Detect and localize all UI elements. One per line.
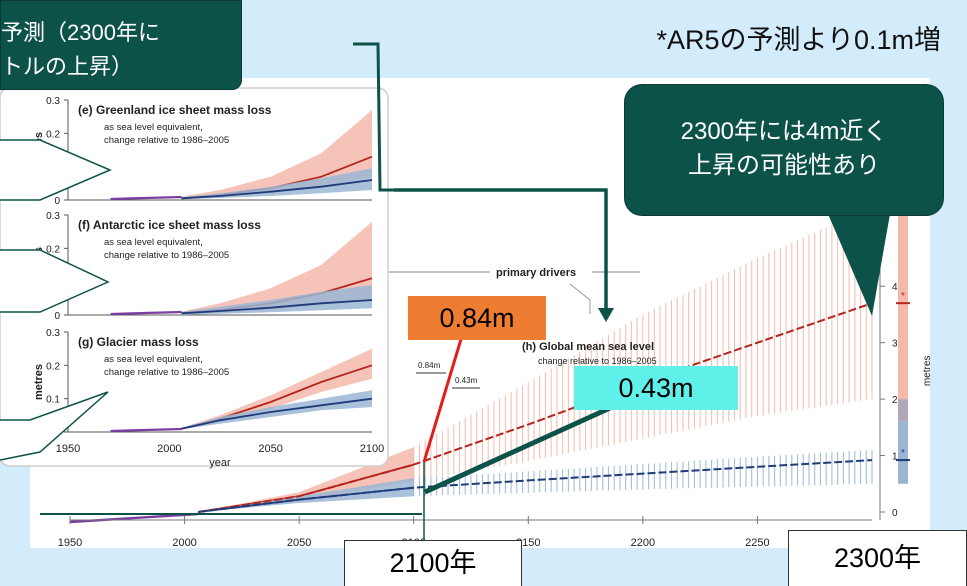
y-tick-label: 0.3 (46, 328, 60, 339)
bracket-label-low: 0.43m (455, 376, 478, 385)
y-tick-label: 0.2 (46, 129, 60, 140)
right-callout: 2300年には4m近く 上昇の可能性あり (624, 84, 944, 216)
panel-subtitle: change relative to 1986–2005 (104, 135, 229, 146)
top-callout: 予測（2300年に トルの上昇） (0, 0, 242, 90)
panel-subtitle: as sea level equivalent, (104, 122, 203, 133)
panel-subtitle: as sea level equivalent, (104, 237, 203, 248)
x-tick-label: 2100 (360, 443, 384, 455)
x-tick-label: 2200 (631, 537, 655, 549)
panel-title: (h) Global mean sea level (522, 341, 654, 353)
panel-subtitle: change relative to 1986–2005 (104, 250, 229, 261)
top-callout-line1: 予測（2300年に (1, 15, 160, 47)
panel-subtitle: change relative to 1986–2005 (538, 356, 657, 366)
y-tick-label: 0.2 (46, 361, 60, 372)
panel-title: (f) Antarctic ice sheet mass loss (78, 218, 261, 232)
x-tick-label: 2050 (287, 537, 311, 549)
y-axis-label: metres (33, 364, 45, 400)
x-tick-label: 2000 (157, 443, 181, 455)
y-tick-label: 4 (892, 282, 898, 293)
y-tick-label: 0 (54, 311, 60, 322)
low-value-label: 0.43m (574, 366, 738, 410)
headline-text: *AR5の予測より0.1m増 (656, 18, 941, 57)
x-tick-label: 2000 (172, 537, 196, 549)
y-tick-label: 0.1 (46, 395, 60, 406)
panel-title: (g) Glacier mass loss (78, 335, 199, 349)
y-tick-label: 2 (892, 395, 898, 406)
year-2300-label: 2300年 (788, 530, 967, 586)
x-tick-label: 2050 (258, 443, 282, 455)
x-axis-label: year (209, 457, 231, 469)
panel-subtitle: change relative to 1986–2005 (104, 367, 229, 378)
y-tick-label: 0 (892, 508, 898, 519)
y-axis-label: metres (922, 356, 933, 387)
right-callout-line1: 2300年には4m近く (625, 111, 943, 146)
right-callout-line2: 上昇の可能性あり (625, 145, 943, 180)
top-callout-line2: トルの上昇） (1, 49, 133, 81)
x-tick-label: 1950 (56, 443, 80, 455)
year-2100-label: 2100年 (344, 540, 522, 586)
panel-title: (e) Greenland ice sheet mass loss (78, 103, 272, 117)
x-tick-label: 2250 (745, 537, 769, 549)
x-tick-label: 1950 (58, 537, 82, 549)
range-bar-overlap (898, 399, 908, 422)
range-bar-star: * (901, 448, 905, 459)
range-bar-star: * (901, 291, 905, 302)
y-tick-label: 3 (892, 339, 898, 350)
panel-subtitle: as sea level equivalent, (104, 354, 203, 365)
bracket-label-high: 0.84m (418, 361, 441, 370)
y-tick-label: 0 (54, 196, 60, 207)
y-tick-label: 0.3 (46, 211, 60, 222)
drivers-label: primary drivers (496, 267, 576, 279)
high-value-label: 0.84m (408, 296, 546, 340)
y-tick-label: 0.3 (46, 96, 60, 107)
